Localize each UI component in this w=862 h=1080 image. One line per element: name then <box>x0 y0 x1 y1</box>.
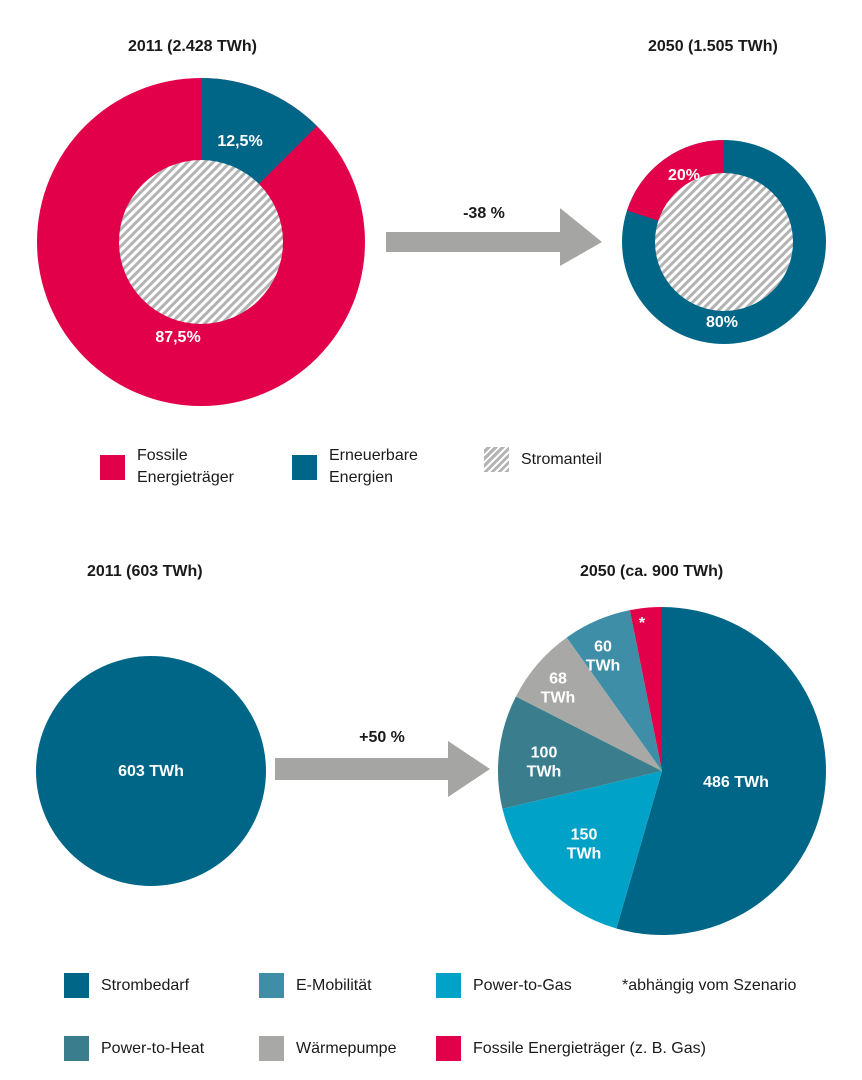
legend-renewable-line1: Erneuerbare <box>329 447 418 464</box>
chart4-slice-fossil-gas <box>629 607 662 771</box>
legend-fossil-gas-text: Fossile Energieträger (z. B. Gas) <box>473 1039 706 1057</box>
chart3-label-strombedarf: 603 TWh <box>118 763 184 780</box>
chart3-slice-strombedarf <box>36 656 266 886</box>
legend-p2h-text: Power-to-Heat <box>101 1039 205 1057</box>
chart2-title: 2050 (1.505 TWh) <box>648 38 778 55</box>
chart3-title: 2011 (603 TWh) <box>87 563 203 580</box>
arrow-top-label: -38 % <box>463 205 505 222</box>
legend-renewable: Erneuerbare Energien <box>292 445 418 489</box>
legend-p2g: Power-to-Gas <box>436 973 572 998</box>
legend-waerme: Wärmepumpe <box>259 1036 396 1061</box>
legend-note-text: *abhängig vom Szenario <box>622 977 797 994</box>
chart4-label-p2g: 150 TWh <box>567 826 602 862</box>
chart4-slice-p2h <box>498 696 662 809</box>
legend-emob-text: E-Mobilität <box>296 976 372 994</box>
chart2-label-renewable: 80% <box>706 314 738 331</box>
chart4-label-strombedarf: 486 TWh <box>703 774 769 791</box>
chart4-title: 2050 (ca. 900 TWh) <box>580 563 724 580</box>
chart4-label-p2h: 100 TWh <box>527 744 562 780</box>
legend-renewable-text: Erneuerbare Energien <box>329 445 418 489</box>
legend-p2h-swatch <box>64 1036 89 1061</box>
legend-fossil-line2: Energieträger <box>137 469 234 486</box>
legend-strombedarf-text: Strombedarf <box>101 976 190 994</box>
legend-strombedarf-swatch <box>64 973 89 998</box>
legend-fossil: Fossile Energieträger <box>100 445 234 489</box>
legend-p2g-swatch <box>436 973 461 998</box>
legend-p2h: Power-to-Heat <box>64 1036 204 1061</box>
chart1-label-renewable: 12,5% <box>217 133 262 150</box>
legend-emob: E-Mobilität <box>259 973 372 998</box>
chart1-label-fossil: 87,5% <box>155 329 200 346</box>
arrow-bottom-label: +50 % <box>359 729 405 746</box>
legend-fossil-line1: Fossile <box>137 447 188 464</box>
legend-p2g-text: Power-to-Gas <box>473 976 572 994</box>
chart4-label-fossil-gas: * <box>639 615 646 632</box>
chart2-strom-hatch <box>655 173 793 311</box>
legend-strom-text: Stromanteil <box>521 450 602 468</box>
chart1-strom-hatch <box>119 160 283 324</box>
arrow-bottom <box>275 741 490 797</box>
chart4-slice-p2g <box>502 771 662 929</box>
legend-fossil-swatch <box>100 454 125 480</box>
chart4-slice-strombedarf <box>616 607 827 935</box>
legend-fossil-gas-swatch <box>436 1036 461 1061</box>
legend-strombedarf: Strombedarf <box>64 973 189 998</box>
legend-fossil-gas: Fossile Energieträger (z. B. Gas) <box>436 1036 706 1061</box>
legend-emob-swatch <box>259 973 284 998</box>
chart4-label-waerme: 68 TWh <box>541 670 576 706</box>
chart1-title: 2011 (2.428 TWh) <box>128 38 257 55</box>
chart4-slice-emob <box>566 610 662 771</box>
legend-waerme-text: Wärmepumpe <box>296 1039 397 1057</box>
legend-strom-swatch <box>484 447 509 472</box>
chart4-slice-waerme <box>515 637 662 771</box>
legend-renewable-swatch <box>292 454 317 480</box>
chart2-label-fossil: 20% <box>668 167 700 184</box>
legend-renewable-line2: Energien <box>329 469 394 486</box>
arrow-top <box>386 208 602 266</box>
legend-waerme-swatch <box>259 1036 284 1061</box>
legend-strom: Stromanteil <box>484 447 602 472</box>
chart4-label-emob: 60 TWh <box>586 638 621 674</box>
legend-fossil-text: Fossile Energieträger <box>137 445 234 489</box>
legend-note: *abhängig vom Szenario <box>622 975 796 997</box>
